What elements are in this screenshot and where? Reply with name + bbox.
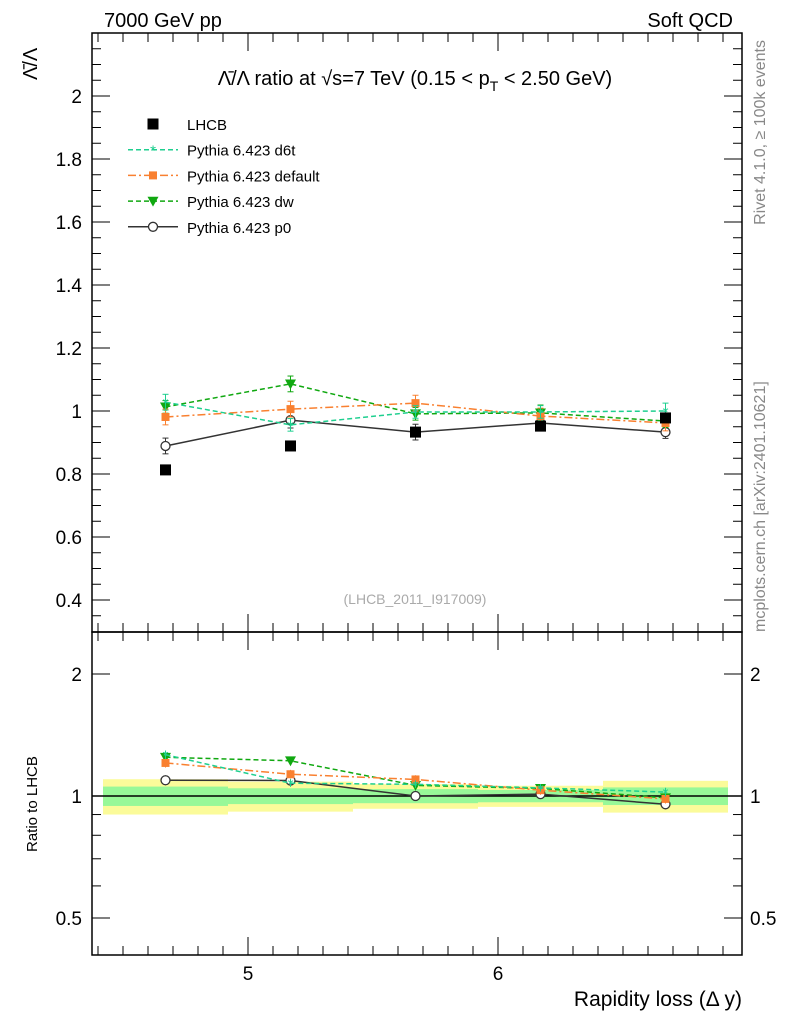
legend-label: LHCB xyxy=(187,117,227,134)
marker-star: * xyxy=(150,143,156,160)
x-tick-label: 6 xyxy=(493,964,504,985)
ratio-y-tick-label: 0.5 xyxy=(56,909,82,930)
y-tick-label: 1.8 xyxy=(56,150,82,171)
marker-triangle xyxy=(147,196,159,207)
marker-star: * xyxy=(663,785,669,802)
ratio-y-axis-label: Ratio to LHCB xyxy=(24,756,41,852)
marker-square xyxy=(286,770,295,779)
marker-circle xyxy=(410,790,421,802)
ratio-y-tick-label-right: 0.5 xyxy=(750,909,776,930)
marker-square xyxy=(160,464,171,476)
mcplots-label: mcplots.cern.ch [arXiv:2401.10621] xyxy=(752,381,769,632)
marker-square xyxy=(286,405,295,414)
y-axis-label: Λ̄/Λ xyxy=(20,47,42,80)
marker-square xyxy=(410,426,421,438)
title-sub: T xyxy=(490,78,499,94)
rivet-label: Rivet 4.1.0, ≥ 100k events xyxy=(752,40,769,225)
marker-square xyxy=(161,412,170,421)
legend: LHCB * Pythia 6.423 d6t Pythia 6.423 defaul… xyxy=(128,117,320,237)
y-tick-label: 1.2 xyxy=(56,339,82,360)
series-d6t: ********** xyxy=(162,393,669,802)
y-tick-label: 1.4 xyxy=(56,276,83,297)
ratio-y-tick-label-right: 2 xyxy=(750,665,761,686)
marker-square xyxy=(149,171,157,180)
marker-square xyxy=(535,420,546,432)
title-main: Λ̄/Λ ratio at √s=7 TeV (0.15 < p xyxy=(218,68,490,90)
marker-circle xyxy=(160,775,171,786)
y-tick-label: 0.8 xyxy=(56,465,82,486)
y-tick-label: 1 xyxy=(71,402,82,423)
marker-square xyxy=(147,118,159,130)
ratio-line xyxy=(165,762,666,800)
marker-star: * xyxy=(538,405,544,422)
ratio-frame xyxy=(91,631,743,956)
ratio-line xyxy=(165,753,666,793)
marker-square xyxy=(411,399,420,408)
marker-star: * xyxy=(413,405,419,422)
ratio-y-tick-label: 1 xyxy=(71,787,82,808)
ratio-y-tick-label: 2 xyxy=(71,665,82,686)
watermark: (LHCB_2011_I917009) xyxy=(344,591,487,607)
series-line xyxy=(165,402,666,424)
marker-circle xyxy=(147,221,159,232)
y-tick-label: 1.6 xyxy=(56,213,82,234)
legend-label: Pythia 6.423 dw xyxy=(187,194,294,211)
marker-star: * xyxy=(163,748,169,765)
marker-square xyxy=(660,412,671,424)
marker-star: * xyxy=(288,776,294,793)
marker-star: * xyxy=(288,418,294,435)
legend-label: Pythia 6.423 p0 xyxy=(187,220,291,237)
marker-square xyxy=(161,758,170,767)
legend-label: Pythia 6.423 d6t xyxy=(187,143,296,160)
series-p0 xyxy=(160,411,671,810)
y-tick-label: 0.4 xyxy=(56,591,83,612)
marker-square xyxy=(285,440,296,452)
marker-triangle xyxy=(285,756,296,767)
marker-star: * xyxy=(538,781,544,798)
series-line xyxy=(165,383,666,422)
legend-label: Pythia 6.423 default xyxy=(187,168,320,185)
series-LHCB xyxy=(160,412,671,476)
marker-square xyxy=(411,775,420,784)
marker-circle xyxy=(160,440,171,452)
marker-square xyxy=(661,794,670,803)
x-axis-label: Rapidity loss (Δ y) xyxy=(574,988,742,1011)
ratio-y-tick-label-right: 1 xyxy=(750,787,761,808)
header-left: 7000 GeV pp xyxy=(104,10,222,32)
x-tick-label: 5 xyxy=(243,964,254,985)
marker-star: * xyxy=(163,395,169,412)
marker-star: * xyxy=(413,777,419,794)
header-right: Soft QCD xyxy=(647,10,733,32)
y-tick-label: 0.6 xyxy=(56,528,82,549)
y-tick-label: 2 xyxy=(71,87,82,108)
marker-triangle xyxy=(285,379,296,390)
chart-title: Λ̄/Λ ratio at √s=7 TeV (0.15 < pT < 2.50… xyxy=(218,68,612,94)
title-end: < 2.50 GeV) xyxy=(498,68,612,90)
